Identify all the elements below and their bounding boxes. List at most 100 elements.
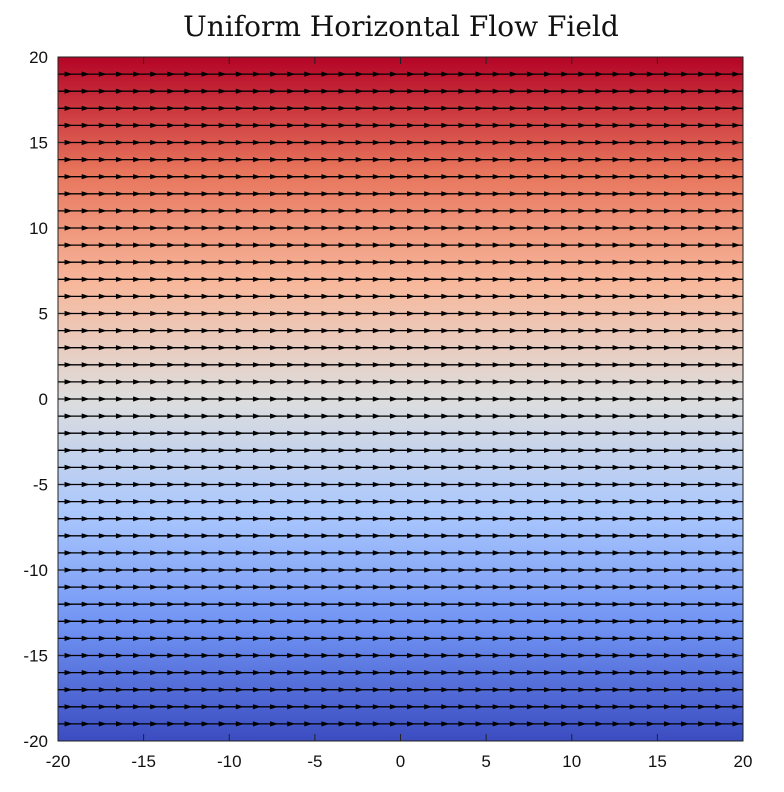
flow-arrow-head — [115, 276, 124, 282]
flow-arrow-head — [492, 533, 501, 539]
flow-arrow-head — [663, 687, 672, 693]
y-tick-label: 0 — [39, 390, 48, 409]
flow-arrow-head — [218, 105, 227, 111]
flow-arrow-head — [526, 174, 535, 180]
flow-arrow-head — [595, 379, 604, 385]
flow-arrow-head — [287, 293, 296, 299]
flow-arrow-head — [81, 687, 90, 693]
flow-arrow-head — [81, 721, 90, 727]
flow-arrow-head — [561, 516, 570, 522]
flow-arrow-head — [578, 293, 587, 299]
flow-arrow-head — [561, 481, 570, 488]
flow-arrow-head — [287, 481, 296, 488]
flow-arrow-head — [595, 88, 604, 94]
flow-arrow-head — [698, 88, 707, 94]
flow-arrow-head — [715, 704, 724, 710]
flow-arrow-head — [184, 122, 193, 128]
flow-arrow-head — [612, 88, 621, 94]
flow-arrow-head — [458, 242, 467, 248]
flow-arrow-head — [98, 88, 107, 94]
flow-arrow-head — [270, 704, 279, 710]
flow-arrow-head — [235, 276, 244, 282]
flow-arrow-head — [629, 396, 638, 402]
flow-arrow-head — [64, 550, 73, 556]
flow-arrow-head — [629, 567, 638, 573]
flow-arrow-head — [681, 721, 690, 727]
flow-arrow-head — [167, 704, 176, 710]
flow-arrow-head — [167, 567, 176, 573]
flow-arrow-head — [321, 481, 330, 488]
flow-arrow-head — [98, 174, 107, 180]
flow-arrow-head — [98, 208, 107, 214]
flow-arrow-head — [184, 567, 193, 573]
flow-arrow-head — [526, 225, 535, 231]
flow-arrow-head — [424, 704, 433, 710]
flow-arrow-head — [663, 516, 672, 522]
flow-arrow-head — [287, 567, 296, 573]
flow-arrow-head — [372, 567, 381, 573]
flow-arrow-head — [646, 328, 655, 334]
flow-arrow-head — [64, 345, 73, 351]
flow-arrow-head — [698, 618, 707, 624]
flow-arrow-head — [184, 362, 193, 368]
flow-arrow-head — [218, 71, 227, 77]
flow-arrow-head — [235, 71, 244, 77]
flow-arrow-head — [133, 447, 142, 453]
flow-arrow-head — [133, 721, 142, 727]
flow-arrow-head — [270, 652, 279, 659]
flow-arrow-head — [663, 567, 672, 573]
flow-arrow-row — [58, 71, 743, 77]
flow-arrow-head — [458, 225, 467, 231]
flow-arrow-head — [526, 71, 535, 77]
flow-arrow-head — [475, 516, 484, 522]
flow-arrow-head — [115, 88, 124, 94]
flow-arrow-head — [646, 464, 655, 470]
flow-arrow-head — [578, 464, 587, 470]
flow-arrow-head — [235, 293, 244, 299]
flow-arrow-head — [372, 447, 381, 453]
flow-arrow-head — [407, 71, 416, 77]
flow-arrow-head — [629, 242, 638, 248]
flow-arrow-head — [98, 242, 107, 248]
flow-arrow-head — [184, 635, 193, 641]
flow-arrow-head — [407, 550, 416, 556]
flow-arrow-head — [646, 139, 655, 146]
flow-arrow-head — [287, 174, 296, 180]
flow-arrow-head — [184, 396, 193, 402]
flow-arrow-head — [475, 345, 484, 351]
flow-arrow-head — [98, 71, 107, 77]
flow-arrow-head — [372, 721, 381, 727]
flow-arrow-head — [252, 499, 261, 505]
flow-arrow-head — [475, 635, 484, 641]
flow-arrow-head — [389, 259, 398, 265]
flow-arrow-head — [681, 413, 690, 419]
flow-arrow-row — [58, 345, 743, 351]
flow-arrow-head — [150, 122, 159, 128]
flow-arrow-head — [167, 105, 176, 111]
flow-arrow-head — [441, 191, 450, 197]
flow-arrow-head — [698, 276, 707, 282]
flow-arrow-head — [612, 584, 621, 590]
flow-arrow-head — [561, 157, 570, 163]
flow-arrow-head — [321, 310, 330, 317]
flow-arrow-head — [458, 71, 467, 77]
flow-arrow-head — [458, 139, 467, 146]
flow-arrow-head — [646, 122, 655, 128]
flow-arrow-head — [424, 550, 433, 556]
flow-arrow-head — [304, 464, 313, 470]
flow-arrow-head — [698, 533, 707, 539]
flow-arrow-head — [561, 105, 570, 111]
flow-arrow-row — [58, 225, 743, 231]
flow-arrow-head — [270, 464, 279, 470]
flow-arrow-head — [355, 499, 364, 505]
flow-arrow-head — [663, 601, 672, 607]
flow-arrow-head — [201, 71, 210, 77]
flow-arrow-head — [441, 601, 450, 607]
flow-arrow-head — [150, 584, 159, 590]
flow-arrow-head — [578, 652, 587, 659]
flow-arrow-head — [150, 618, 159, 624]
flow-arrow-head — [544, 481, 553, 488]
flow-arrow-head — [732, 533, 741, 539]
flow-arrow-row — [58, 396, 743, 402]
flow-arrow-head — [287, 139, 296, 146]
